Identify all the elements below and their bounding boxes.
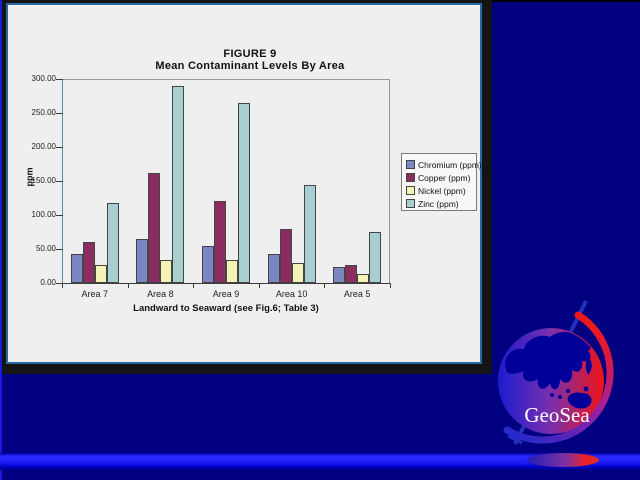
y-axis-tick [56, 249, 63, 250]
slide-left-edge-strip [0, 0, 2, 480]
x-category-label: Area 8 [147, 289, 174, 299]
legend-swatch-nickel [406, 186, 415, 195]
y-axis-tick [56, 113, 63, 114]
x-axis-tick [193, 284, 195, 288]
legend-swatch-zinc [406, 199, 415, 208]
x-axis-tick [127, 284, 129, 288]
globe-axis-crossbar [507, 434, 523, 445]
plot-area [62, 79, 390, 283]
legend-swatch-copper [406, 173, 415, 182]
bar-nickel-area-9 [226, 260, 238, 283]
x-axis-title: Landward to Seaward (see Fig.6; Table 3) [133, 303, 319, 314]
legend-item: Zinc (ppm) [406, 197, 476, 210]
legend-item: Chromium (ppm) [406, 158, 482, 171]
bar-nickel-area-5 [357, 274, 370, 283]
x-axis-tick [324, 284, 326, 288]
bar-zinc-area-10 [303, 185, 316, 283]
x-category-label: Area 10 [275, 289, 308, 299]
bar-zinc-area-5 [369, 232, 382, 283]
x-axis-tick [62, 284, 63, 288]
x-category-label: Area 7 [81, 289, 109, 299]
legend-item: Copper (ppm) [406, 171, 476, 184]
y-axis-tick-label: 200.00 [31, 142, 56, 151]
slide-bottom-band [0, 453, 640, 470]
y-axis-tick [56, 215, 63, 216]
legend-label: Zinc (ppm) [418, 198, 459, 209]
bar-copper-area-10 [279, 229, 292, 283]
bar-zinc-area-8 [172, 86, 185, 283]
bar-chromium-area-7 [70, 254, 83, 283]
globe-continents [505, 331, 592, 409]
bar-nickel-area-10 [291, 263, 304, 283]
x-axis-tick [258, 284, 260, 288]
y-axis-tick [56, 181, 63, 182]
y-axis-tick-label: 50.00 [35, 244, 56, 253]
bar-chromium-area-9 [202, 246, 214, 283]
chart-legend: Chromium (ppm) Copper (ppm) Nickel (ppm) Zi… [401, 153, 482, 211]
y-axis-tick [56, 79, 63, 80]
chart-title: FIGURE 9 [223, 48, 277, 60]
bar-copper-area-9 [214, 201, 226, 283]
x-category-label: Area 5 [343, 289, 371, 299]
y-axis-tick [56, 283, 63, 284]
bar-chromium-area-5 [333, 267, 346, 283]
legend-item: Nickel (ppm) [406, 184, 476, 197]
chart-subtitle: Mean Contaminant Levels By Area [155, 60, 345, 72]
legend-label: Chromium (ppm) [418, 159, 482, 170]
y-axis-tick-label: 300.00 [31, 74, 56, 83]
geosea-globe-logo: GeoSea [498, 300, 614, 467]
bar-nickel-area-8 [160, 260, 173, 283]
bar-copper-area-5 [345, 265, 358, 283]
bar-zinc-area-9 [238, 103, 250, 283]
bar-zinc-area-7 [106, 203, 119, 283]
x-category-label: Area 9 [212, 289, 240, 299]
x-axis-line [62, 283, 391, 284]
bar-chromium-area-8 [136, 239, 149, 283]
bar-copper-area-8 [148, 173, 161, 283]
bar-chromium-area-10 [267, 254, 280, 283]
y-axis-tick-label: 0.00 [40, 278, 56, 287]
legend-label: Nickel (ppm) [418, 185, 466, 196]
bar-copper-area-7 [82, 242, 95, 283]
y-axis-tick [56, 147, 63, 148]
x-axis-tick [390, 284, 391, 288]
globe-stand-arc [503, 311, 614, 444]
legend-swatch-chromium [406, 160, 415, 169]
geosea-logo-text: GeoSea [524, 403, 590, 427]
y-axis-title: ppm [24, 167, 35, 187]
bar-nickel-area-7 [94, 265, 107, 283]
y-axis-tick-label: 100.00 [31, 210, 56, 219]
y-axis-tick-label: 250.00 [31, 108, 56, 117]
y-axis-tick-label: 150.00 [31, 176, 56, 185]
legend-label: Copper (ppm) [418, 172, 471, 183]
globe-stand-base [527, 453, 599, 467]
